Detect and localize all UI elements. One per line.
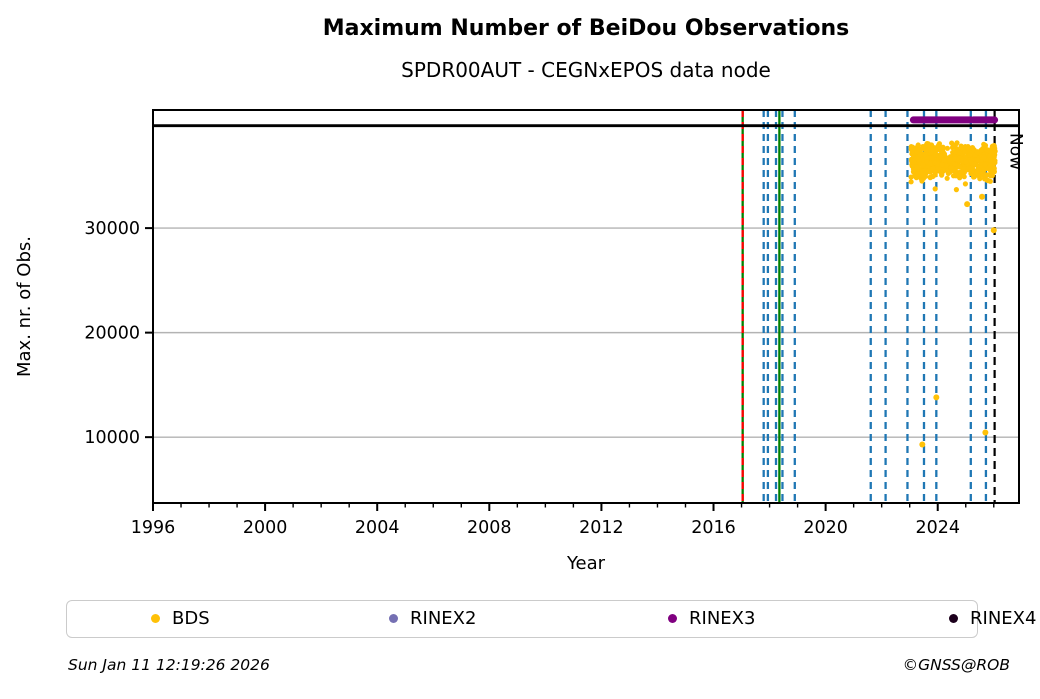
svg-text:30000: 30000 (84, 219, 140, 239)
svg-text:10000: 10000 (84, 428, 140, 448)
legend-item-rinex4: RINEX4 (949, 601, 1036, 636)
rinex3-marker-icon (668, 614, 677, 623)
plot-timestamp: Sun Jan 11 12:19:26 2026 (68, 656, 270, 674)
rinex2-marker-icon (389, 614, 398, 623)
svg-text:2016: 2016 (691, 518, 736, 538)
svg-text:20000: 20000 (84, 324, 140, 344)
svg-text:2008: 2008 (467, 518, 512, 538)
legend-item-rinex2: RINEX2 (389, 601, 476, 636)
svg-text:Max. nr. of Obs.: Max. nr. of Obs. (14, 236, 35, 377)
svg-text:2004: 2004 (355, 518, 400, 538)
legend-label: RINEX2 (410, 608, 477, 629)
chart-canvas: Now 1996 2000 2004 2008 2012 2016 2020 2024 10000… (14, 109, 1026, 574)
svg-text:2012: 2012 (579, 518, 624, 538)
rinex4-marker-icon (949, 614, 958, 623)
svg-text:2020: 2020 (803, 518, 848, 538)
legend-label: RINEX3 (689, 608, 756, 629)
copyright-credit: ©GNSS@ROB (902, 656, 1010, 674)
legend-label: RINEX4 (970, 608, 1037, 629)
svg-text:2024: 2024 (915, 518, 960, 538)
legend-item-bds: BDS (151, 601, 210, 636)
bds-marker-icon (151, 614, 160, 623)
legend-item-rinex3: RINEX3 (668, 601, 755, 636)
svg-text:Year: Year (566, 553, 606, 574)
svg-text:2000: 2000 (243, 518, 288, 538)
legend-box: BDS RINEX2 RINEX3 RINEX4 (66, 600, 1036, 638)
svg-text:1996: 1996 (131, 518, 176, 538)
chart-subtitle: SPDR00AUT - CEGNxEPOS data node (401, 58, 771, 82)
legend-label: BDS (172, 608, 210, 629)
chart-title: Maximum Number of BeiDou Observations (322, 16, 850, 41)
svg-text:Now: Now (1006, 133, 1026, 170)
